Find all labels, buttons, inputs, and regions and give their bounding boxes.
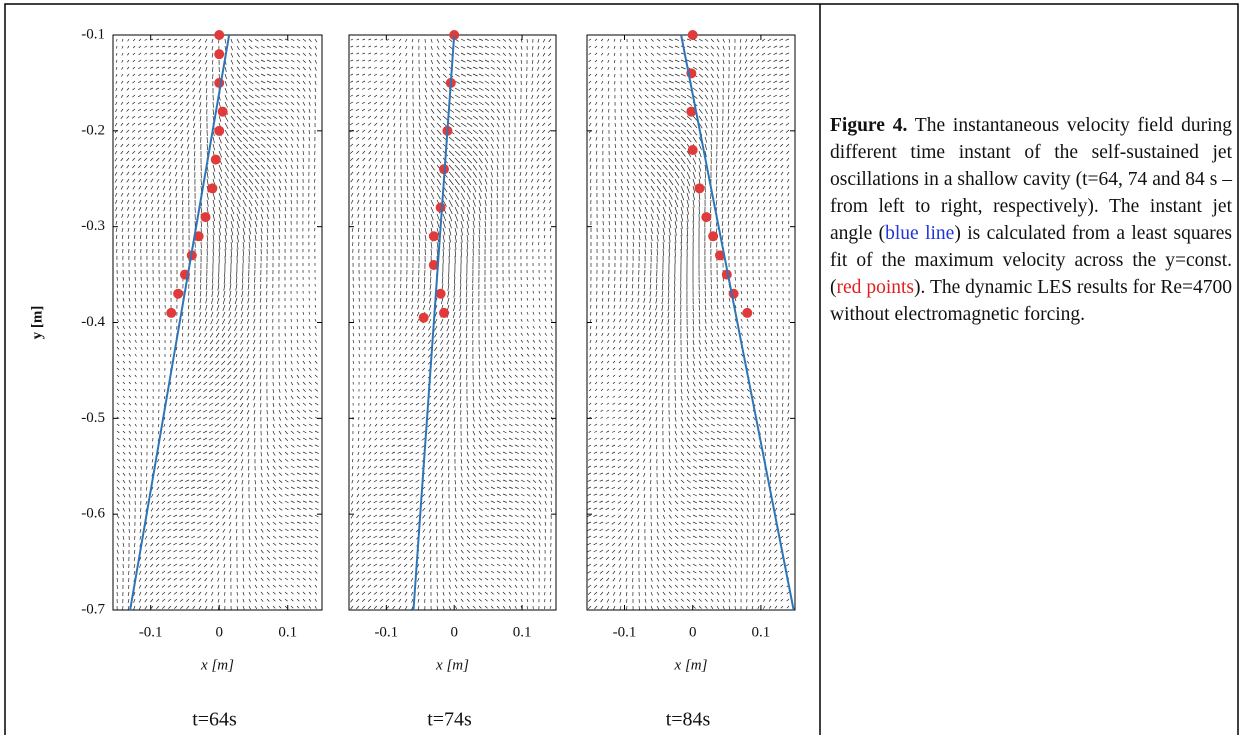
max-velocity-point — [210, 154, 221, 165]
x-tick-label: 0 — [450, 624, 458, 640]
max-velocity-point — [214, 49, 225, 60]
y-tick-label: -0.2 — [81, 122, 105, 138]
max-velocity-point — [217, 106, 228, 117]
max-velocity-point — [418, 312, 429, 323]
max-velocity-point — [701, 212, 712, 223]
x-tick-label: -0.1 — [613, 624, 637, 640]
x-tick-label: -0.1 — [374, 624, 398, 640]
x-tick-label: 0.1 — [752, 624, 771, 640]
y-tick-label: -0.5 — [81, 410, 105, 426]
caption-label: Figure 4. — [830, 115, 908, 136]
caption-text: ). The dynamic LES results for Re=4700 w… — [830, 277, 1232, 325]
max-velocity-point — [207, 183, 218, 194]
max-velocity-point — [166, 307, 177, 318]
max-velocity-point — [193, 231, 204, 242]
max-velocity-point — [214, 30, 225, 40]
caption-highlight: blue line — [885, 223, 955, 244]
time-label: t=74s — [427, 709, 472, 731]
max-velocity-point — [173, 288, 184, 299]
caption-highlight: red points — [836, 277, 915, 298]
jet-angle-line — [129, 34, 231, 611]
max-velocity-point — [428, 260, 439, 270]
x-tick-label: 0.1 — [513, 624, 532, 640]
max-velocity-point — [714, 250, 725, 261]
x-axis-label: x [m] — [435, 657, 469, 673]
jet-angle-line — [412, 34, 456, 611]
x-axis-label: x [m] — [674, 657, 708, 673]
y-axis-label: y [m] — [29, 306, 45, 340]
max-velocity-point — [439, 307, 450, 318]
jet-angle-line — [680, 34, 795, 611]
time-label: t=84s — [666, 709, 711, 731]
y-tick-label: -0.7 — [81, 601, 105, 617]
x-tick-label: 0 — [689, 624, 697, 640]
vector-field — [587, 38, 790, 610]
y-tick-label: -0.4 — [81, 314, 105, 330]
max-velocity-point — [687, 30, 698, 40]
x-tick-label: 0.1 — [278, 624, 297, 640]
frame — [4, 3, 1239, 735]
max-velocity-point — [214, 77, 225, 88]
time-label: t=64s — [192, 709, 237, 731]
max-velocity-point — [686, 106, 697, 117]
max-velocity-point — [214, 125, 225, 136]
caption: Figure 4. The instantaneous velocity fie… — [830, 112, 1232, 328]
max-velocity-point — [200, 212, 211, 223]
max-velocity-point — [428, 231, 439, 242]
x-tick-label: -0.1 — [139, 624, 163, 640]
max-velocity-point — [742, 307, 753, 318]
y-tick-label: -0.6 — [81, 506, 105, 522]
max-velocity-point — [435, 202, 446, 213]
plot-area — [349, 35, 556, 610]
max-velocity-point — [708, 231, 719, 242]
y-tick-label: -0.3 — [81, 218, 105, 234]
max-velocity-point — [694, 183, 705, 194]
y-tick-label: -0.1 — [81, 26, 105, 42]
max-velocity-point — [435, 288, 446, 299]
caption-text: The instantaneous velocity field during … — [830, 115, 1232, 244]
plot-area — [587, 35, 795, 610]
vector-field — [114, 38, 319, 610]
caption-text: ) is calculated from a least squares fit… — [830, 223, 1232, 298]
max-velocity-point — [687, 145, 698, 155]
x-axis-label: x [m] — [200, 657, 234, 673]
x-tick-label: 0 — [215, 624, 223, 640]
